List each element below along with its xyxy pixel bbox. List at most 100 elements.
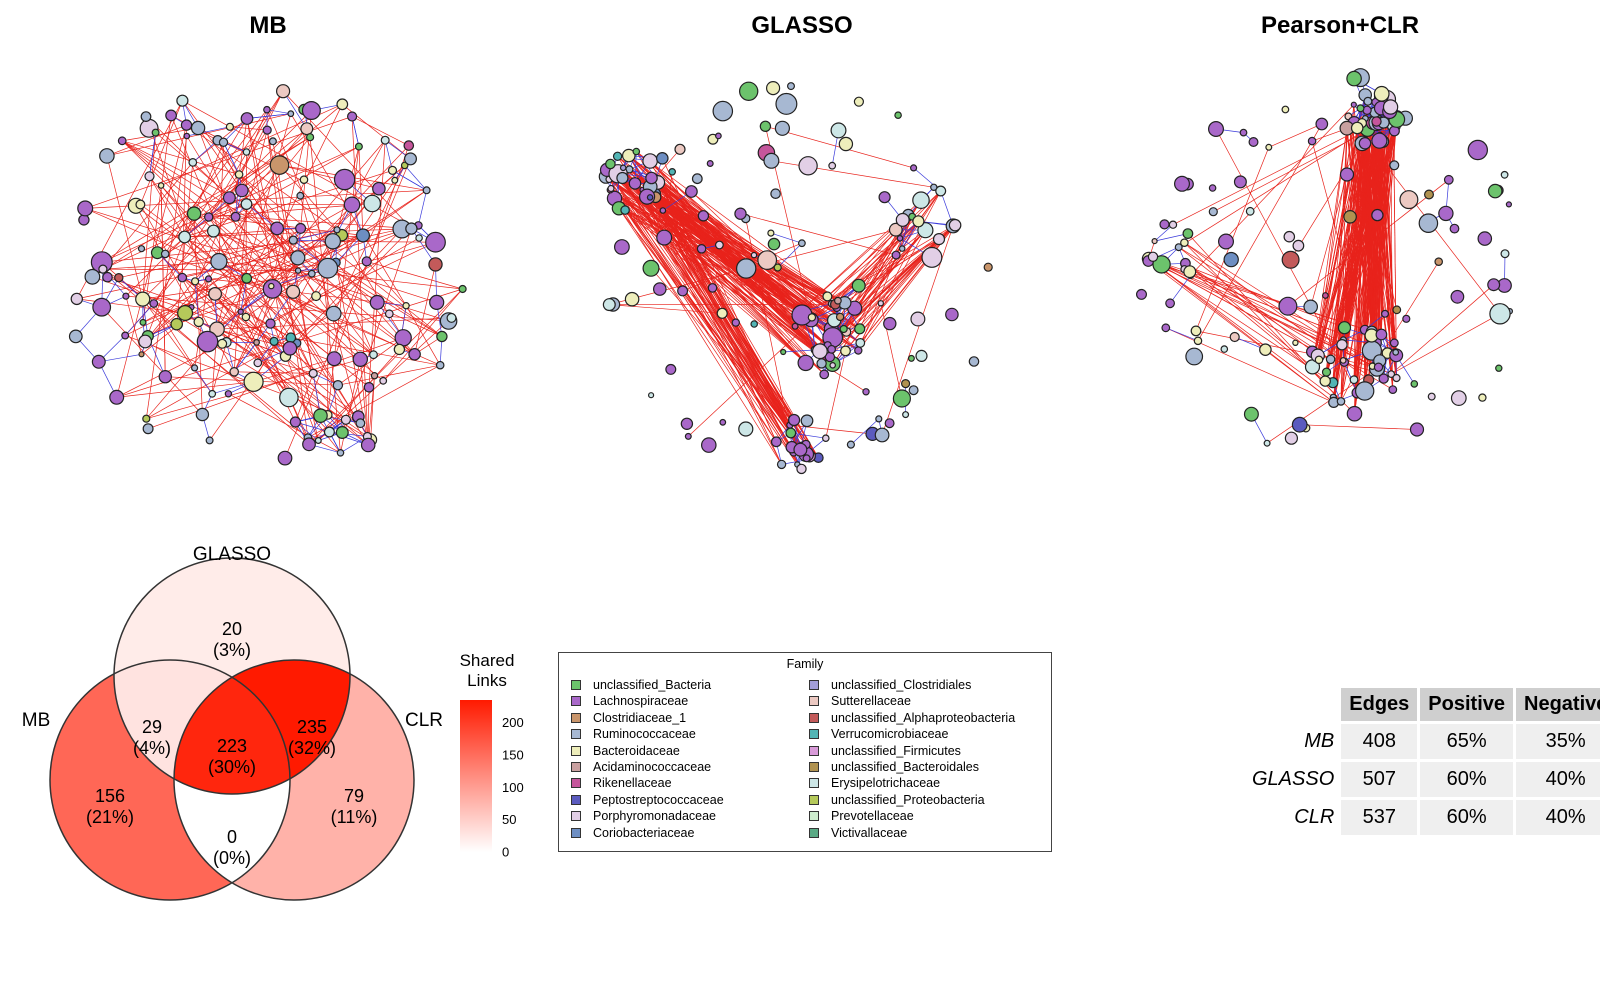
taxon-node (429, 294, 445, 310)
taxon-node (853, 96, 864, 107)
taxon-node (458, 284, 467, 294)
positive-edge (218, 261, 463, 290)
legend-label: unclassified_Proteobacteria (831, 792, 985, 807)
taxon-node (731, 318, 740, 327)
taxon-node (102, 271, 113, 283)
venn-diagram: GLASSO MB CLR 20 (3%) 29 (4%) 235 (32%) … (0, 540, 540, 960)
taxon-node (1375, 328, 1388, 341)
positive-edge (642, 189, 747, 269)
taxon-node (674, 143, 686, 155)
taxon-node (176, 94, 189, 107)
positive-edge (622, 177, 798, 465)
taxon-node (1349, 375, 1359, 385)
positive-edge (1190, 104, 1355, 276)
taxon-node (862, 388, 870, 396)
positive-edge (359, 359, 368, 437)
table-row: GLASSO 507 60% 40% (1251, 762, 1600, 797)
negative-edge (293, 229, 338, 241)
taxon-node (157, 182, 165, 189)
legend-label: Rikenellaceae (593, 776, 672, 791)
taxon-node (1183, 265, 1197, 279)
taxon-node (1356, 104, 1365, 113)
taxon-node (1392, 348, 1400, 356)
taxon-node (1207, 120, 1224, 137)
taxon-node (1371, 208, 1384, 222)
negative-edge (295, 421, 330, 433)
positive-edge (214, 293, 290, 398)
taxon-node (1159, 219, 1170, 230)
taxon-node (712, 100, 734, 122)
taxon-node (269, 155, 290, 175)
negative-edge (194, 281, 200, 322)
taxon-node (770, 436, 782, 448)
taxon-node (1409, 422, 1425, 437)
table-cell-positive: 60% (1420, 762, 1513, 797)
taxon-node (1265, 143, 1273, 151)
negative-edge (777, 242, 803, 268)
positive-edge (146, 313, 334, 420)
taxon-node (798, 156, 818, 176)
taxon-node (109, 389, 125, 405)
taxon-node (196, 330, 219, 353)
taxon-node (210, 252, 228, 271)
positive-edge (116, 343, 223, 398)
taxon-node (921, 246, 943, 268)
positive-edge (184, 142, 224, 238)
taxon-node (1343, 210, 1357, 224)
taxon-node (607, 184, 615, 193)
positive-edge (628, 155, 807, 445)
positive-edge (618, 208, 777, 442)
negative-edge (392, 170, 427, 191)
taxon-node (851, 278, 866, 293)
taxon-node (313, 408, 328, 423)
legend-swatch (571, 712, 581, 723)
taxon-node (296, 191, 305, 200)
taxon-node (190, 120, 206, 136)
taxon-node (290, 250, 306, 266)
positive-edge (1183, 264, 1345, 329)
taxon-node (896, 235, 904, 242)
taxon-node (1487, 278, 1501, 292)
taxon-node (785, 427, 797, 439)
positive-edge (659, 180, 803, 447)
negative-edge (327, 385, 339, 416)
positive-edge (160, 185, 166, 377)
positive-edge (289, 228, 403, 349)
venn-circle-glasso (113, 557, 351, 795)
taxon-node (628, 177, 642, 190)
positive-edge (655, 149, 681, 178)
taxon-node (356, 228, 371, 243)
taxon-node (1243, 406, 1259, 422)
taxon-node (317, 257, 339, 279)
taxon-node (1371, 116, 1382, 127)
taxon-node (632, 147, 641, 156)
taxon-node (910, 164, 918, 172)
taxon-node (787, 82, 796, 91)
taxon-node (422, 186, 431, 195)
taxon-node (757, 250, 778, 271)
taxon-node (707, 283, 718, 293)
taxon-node (158, 370, 173, 384)
positive-edge (270, 128, 308, 287)
venn-region-all-three (174, 660, 290, 794)
venn-pct-glasso-clr: (32%) (288, 738, 336, 758)
positive-edge (102, 203, 247, 270)
taxon-node (1281, 250, 1300, 269)
negative-edge (282, 91, 308, 129)
taxon-node (1315, 117, 1329, 131)
negative-edge (1165, 327, 1199, 342)
taxon-node (878, 191, 891, 204)
positive-edge (195, 262, 336, 282)
positive-edge (654, 183, 845, 304)
taxon-node (1284, 431, 1298, 445)
taxon-node (262, 125, 272, 135)
taxon-node (767, 229, 775, 237)
taxon-node (1283, 230, 1296, 243)
taxon-node (394, 329, 412, 347)
positive-edge (194, 213, 412, 229)
taxon-node (1319, 375, 1331, 387)
taxon-node (665, 363, 677, 375)
taxon-node (151, 128, 160, 137)
negative-edge (194, 367, 213, 394)
taxon-node (1434, 257, 1444, 267)
